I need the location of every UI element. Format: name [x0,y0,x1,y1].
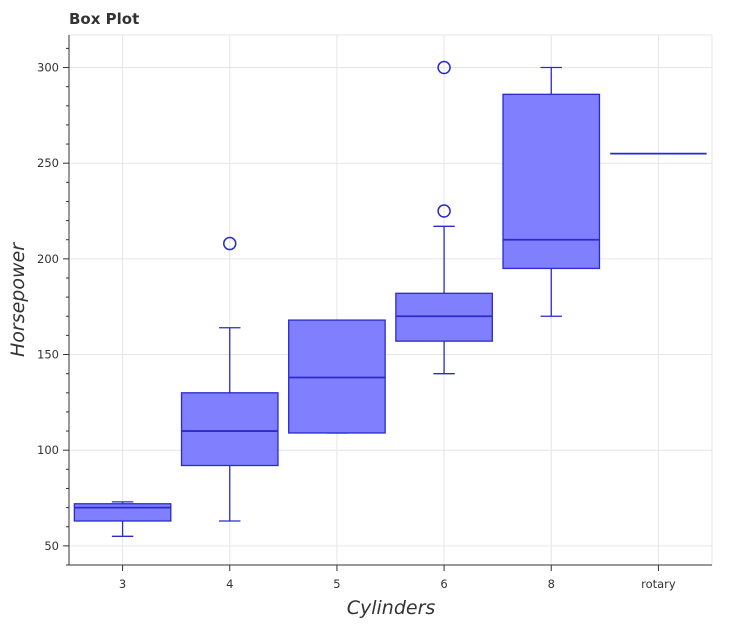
y-tick-label: 250 [37,156,59,170]
axes-layer: 50 100 150 200 250 300 3 4 5 6 8 rotary [37,35,712,591]
y-axis-label: Horsepower [7,242,29,357]
box-group-3 [73,501,172,537]
x-tick-label: 6 [440,577,447,591]
outlier-point [223,236,237,251]
y-tick-label: 100 [37,443,59,457]
box-iqr [180,392,279,467]
outlier-point [437,60,451,75]
x-tick-label: 4 [226,577,233,591]
x-tick-label: 8 [548,577,555,591]
y-tick-label: 150 [37,348,59,362]
box-group-6 [395,60,493,375]
box-iqr [288,319,386,434]
boxes-layer [73,60,707,537]
box-group-5 [288,319,386,434]
x-tick-label: 3 [119,577,126,591]
box-iqr [502,93,601,270]
box-iqr [395,292,493,342]
box-iqr [73,503,172,522]
x-tick-label: 5 [333,577,340,591]
y-tick-label: 50 [44,539,59,553]
outlier-point [437,204,451,218]
y-tick-label: 200 [37,252,59,266]
x-tick-label: rotary [641,577,676,591]
x-axis-label: Cylinders [347,597,436,619]
box-group-4 [180,236,279,522]
y-tick-label: 300 [37,61,59,75]
box-group-8 [502,66,601,317]
grid-lines [69,34,713,565]
chart-title: Box Plot [69,10,139,28]
